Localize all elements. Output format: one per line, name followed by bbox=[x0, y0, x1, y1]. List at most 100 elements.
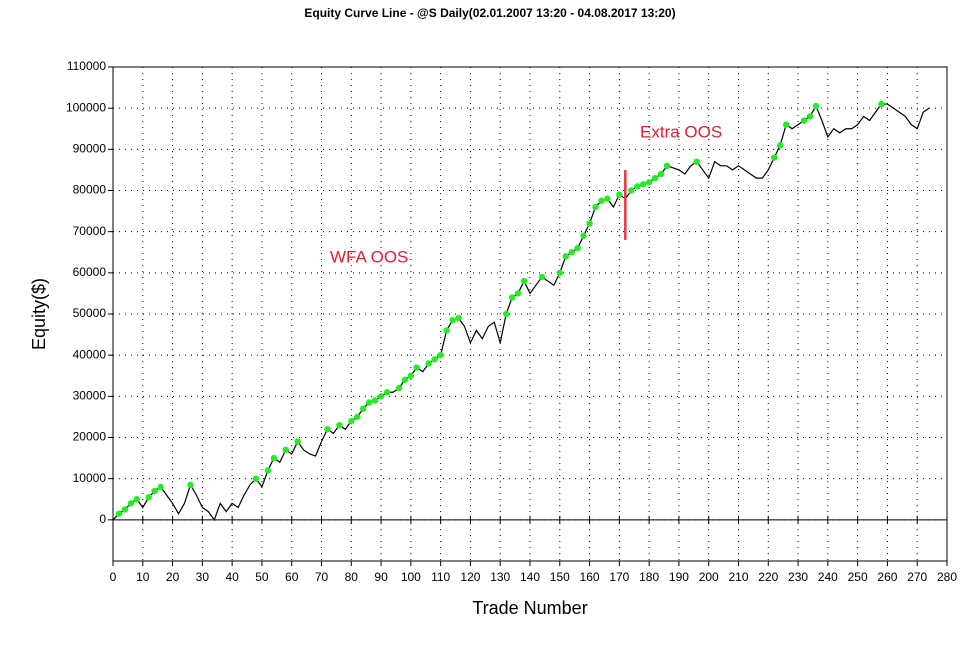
new-high-marker bbox=[634, 183, 641, 190]
new-high-marker bbox=[508, 294, 516, 301]
new-high-marker bbox=[395, 384, 403, 392]
x-tick-label: 140 bbox=[520, 570, 540, 584]
new-high-marker bbox=[556, 269, 563, 277]
x-tick-label: 170 bbox=[609, 570, 629, 584]
new-high-marker bbox=[437, 351, 444, 359]
x-tick-label: 110 bbox=[431, 570, 450, 584]
new-high-marker bbox=[562, 253, 569, 260]
equity-line bbox=[112, 103, 930, 522]
chart-title: Equity Curve Line - @S Daily(02.01.2007 … bbox=[304, 6, 675, 20]
new-high-marker bbox=[645, 179, 653, 186]
x-tick-label: 50 bbox=[255, 570, 269, 584]
new-high-marker bbox=[693, 158, 700, 165]
y-tick-label: 10000 bbox=[73, 471, 107, 485]
new-high-marker bbox=[771, 154, 778, 161]
x-tick-label: 90 bbox=[374, 570, 388, 584]
new-high-marker bbox=[800, 117, 808, 124]
new-high-marker bbox=[782, 121, 790, 128]
new-high-marker bbox=[651, 174, 659, 182]
new-high-marker bbox=[628, 187, 635, 194]
new-high-marker bbox=[151, 487, 158, 495]
new-high-marker bbox=[878, 100, 885, 108]
x-tick-label: 200 bbox=[699, 570, 719, 584]
new-high-marker bbox=[348, 417, 355, 425]
x-tick-label: 10 bbox=[136, 570, 150, 584]
new-high-marker bbox=[377, 393, 385, 400]
x-tick-label: 30 bbox=[196, 570, 210, 584]
new-high-marker bbox=[812, 102, 820, 110]
new-high-marker bbox=[520, 277, 528, 285]
new-high-marker bbox=[270, 454, 278, 462]
new-high-marker bbox=[187, 481, 194, 489]
new-high-marker bbox=[604, 195, 611, 202]
new-high-marker bbox=[568, 249, 575, 256]
new-high-marker bbox=[127, 500, 135, 507]
x-tick-label: 160 bbox=[580, 570, 600, 584]
new-high-marker bbox=[365, 399, 373, 406]
y-tick-label: 40000 bbox=[73, 347, 107, 361]
new-high-marker bbox=[121, 506, 129, 513]
new-high-marker bbox=[616, 191, 623, 198]
x-tick-label: 20 bbox=[166, 570, 180, 584]
new-high-marker bbox=[145, 493, 152, 501]
x-tick-label: 100 bbox=[401, 570, 421, 584]
new-high-marker bbox=[133, 496, 141, 503]
x-tick-label: 0 bbox=[110, 570, 117, 584]
annotation: WFA OOS bbox=[330, 247, 408, 266]
new-high-marker bbox=[383, 389, 391, 396]
new-high-marker bbox=[538, 273, 546, 281]
y-tick-label: 0 bbox=[99, 512, 106, 526]
y-tick-label: 90000 bbox=[73, 142, 107, 156]
new-high-marker bbox=[777, 142, 784, 149]
new-high-marker bbox=[514, 290, 522, 297]
new-high-marker bbox=[806, 113, 814, 120]
new-high-marker bbox=[592, 203, 599, 211]
new-high-marker bbox=[413, 364, 421, 371]
y-tick-label: 80000 bbox=[73, 183, 107, 197]
x-tick-label: 70 bbox=[315, 570, 329, 584]
new-high-marker bbox=[443, 327, 450, 334]
x-tick-label: 40 bbox=[225, 570, 239, 584]
new-high-marker bbox=[574, 244, 581, 252]
y-tick-label: 60000 bbox=[73, 265, 107, 279]
new-high-marker bbox=[502, 310, 510, 318]
x-tick-label: 270 bbox=[907, 570, 927, 584]
x-tick-label: 180 bbox=[639, 570, 659, 584]
x-tick-label: 280 bbox=[937, 570, 957, 584]
new-high-marker bbox=[282, 446, 289, 454]
x-tick-label: 220 bbox=[758, 570, 778, 584]
annotation: Extra OOS bbox=[640, 122, 722, 141]
x-tick-label: 250 bbox=[848, 570, 868, 584]
new-high-marker bbox=[580, 232, 587, 239]
new-high-marker bbox=[586, 220, 593, 227]
new-high-marker bbox=[360, 405, 367, 412]
new-high-marker bbox=[431, 356, 438, 363]
x-tick-label: 120 bbox=[460, 570, 480, 584]
x-tick-label: 260 bbox=[877, 570, 897, 584]
new-high-marker bbox=[371, 397, 379, 404]
new-high-marker bbox=[252, 475, 260, 482]
x-axis-label: Trade Number bbox=[472, 598, 587, 618]
x-tick-label: 150 bbox=[550, 570, 570, 584]
y-tick-label: 30000 bbox=[73, 389, 107, 403]
new-high-marker bbox=[657, 170, 665, 178]
new-high-marker bbox=[354, 413, 361, 421]
x-tick-label: 240 bbox=[818, 570, 838, 584]
y-tick-label: 70000 bbox=[73, 224, 107, 238]
y-tick-label: 50000 bbox=[73, 306, 107, 320]
y-tick-label: 20000 bbox=[73, 430, 107, 444]
x-tick-label: 210 bbox=[728, 570, 748, 584]
x-tick-label: 230 bbox=[788, 570, 808, 584]
new-high-marker bbox=[663, 162, 671, 169]
new-high-marker bbox=[157, 483, 164, 491]
x-tick-label: 130 bbox=[490, 570, 510, 584]
new-high-marker bbox=[401, 376, 409, 384]
y-axis-label: Equity($) bbox=[29, 278, 49, 350]
x-tick-label: 60 bbox=[285, 570, 299, 584]
y-tick-label: 100000 bbox=[66, 100, 106, 114]
new-high-marker bbox=[598, 197, 605, 204]
new-high-marker bbox=[639, 181, 647, 188]
new-high-marker bbox=[449, 316, 456, 324]
